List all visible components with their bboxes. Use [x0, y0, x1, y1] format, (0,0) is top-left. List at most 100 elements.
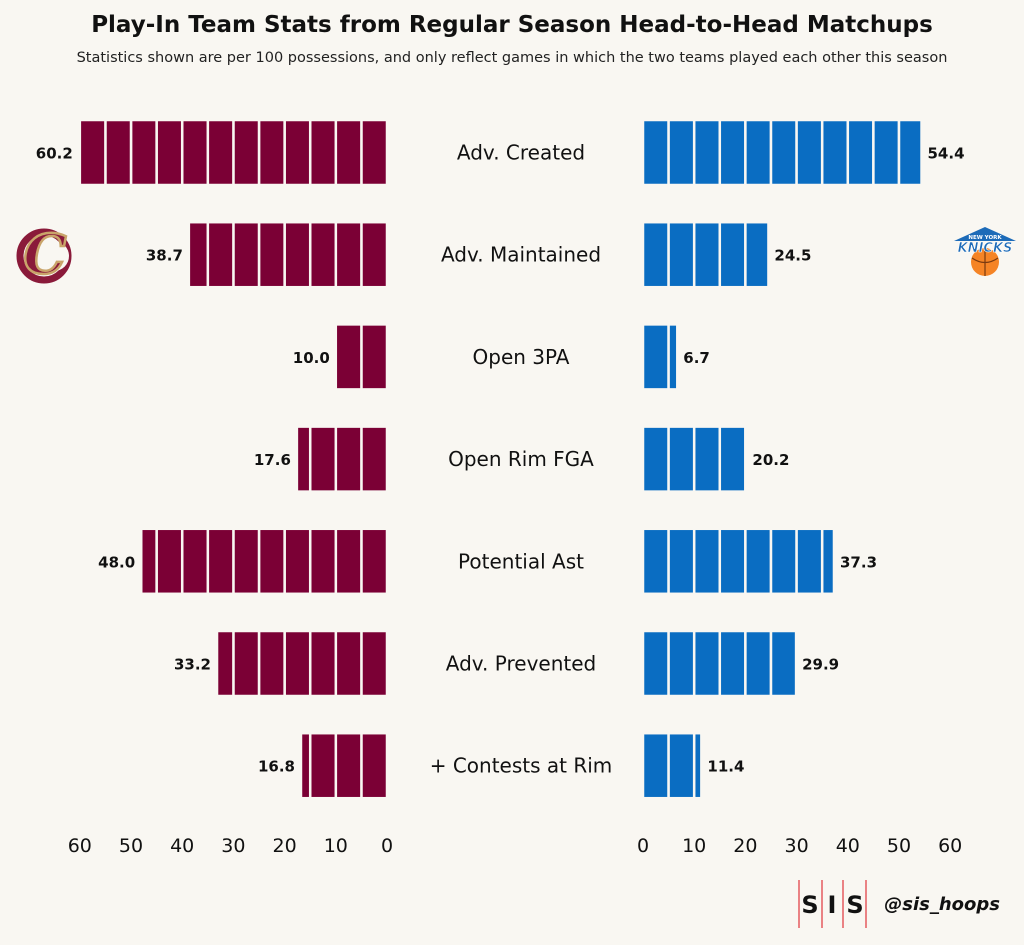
left-value-label: 16.8: [258, 758, 295, 776]
right-bar-segment: [667, 425, 696, 493]
right-bar-segment: [718, 629, 747, 698]
right-bar-segment: [718, 118, 747, 187]
left-value-label: 33.2: [174, 656, 211, 674]
right-bar-segment: [820, 527, 836, 596]
left-bar-segment: [299, 731, 312, 800]
left-bar-segment: [257, 118, 286, 187]
left-bar-segment: [308, 731, 338, 800]
left-value-label: 48.0: [98, 553, 135, 571]
right-bar-segment: [667, 527, 696, 596]
left-bar-segment: [283, 527, 312, 596]
right-bar-segment: [744, 527, 773, 596]
left-bar-segment: [180, 527, 210, 596]
left-bar-segment: [206, 527, 235, 596]
right-bar-segment: [718, 527, 747, 596]
left-bar-segment: [139, 527, 158, 596]
right-bar-segment: [769, 629, 798, 698]
right-bar-segment: [667, 731, 696, 800]
right-bar-segment: [641, 425, 670, 493]
category-label: Potential Ast: [458, 549, 584, 573]
right-bar-segment: [641, 527, 670, 596]
knicks-logo-icon: NEW YORK KNICKS: [954, 227, 1016, 276]
right-bar-segment: [692, 731, 703, 800]
tick-label: 20: [733, 835, 757, 857]
left-value-label: 60.2: [36, 145, 73, 163]
tick-label: 60: [938, 835, 962, 857]
right-bar-segment: [692, 118, 722, 187]
tick-label: 50: [887, 835, 911, 857]
left-bar-segment: [155, 118, 184, 187]
left-bar-segment: [360, 323, 389, 391]
left-bar-segment: [360, 118, 389, 187]
chart-subtitle: Statistics shown are per 100 possessions…: [77, 50, 948, 66]
left-bar-segment: [334, 731, 363, 800]
right-value-label: 29.9: [802, 656, 839, 674]
right-bar-segment: [667, 118, 696, 187]
left-value-label: 17.6: [254, 451, 291, 469]
left-bar-segment: [334, 629, 363, 698]
category-label: Adv. Maintained: [441, 243, 601, 267]
left-bar-segment: [308, 118, 338, 187]
left-bar-segment: [232, 527, 261, 596]
left-bar-segment: [78, 118, 107, 187]
left-bar-segment: [257, 220, 286, 289]
sis-logo-icon: S I S: [798, 880, 867, 928]
left-bar-segment: [308, 220, 338, 289]
left-bar-segment: [232, 629, 261, 698]
right-bar-segment: [641, 220, 670, 289]
left-bar-segment: [308, 629, 338, 698]
left-axis-ticks: 0 10 20 30 40 50 60: [68, 835, 393, 857]
right-bar-segment: [692, 527, 722, 596]
left-bar-segment: [77, 118, 82, 187]
right-bar-segment: [692, 629, 722, 698]
category-labels: Adv. Created Adv. Maintained Open 3PA Open …: [430, 141, 613, 778]
left-bar-segment: [308, 527, 338, 596]
right-bar-segment: [667, 323, 679, 391]
right-team-bars: 54.4 24.5 6.7 20.2 37.3 29.9 11.4: [641, 118, 965, 800]
left-bar-segment: [334, 220, 363, 289]
right-value-label: 20.2: [752, 451, 789, 469]
svg-text:NEW YORK: NEW YORK: [968, 235, 1002, 241]
category-label: + Contests at Rim: [430, 754, 613, 778]
left-bar-segment: [295, 425, 312, 493]
left-value-label: 10.0: [293, 349, 330, 367]
left-bar-segment: [360, 629, 389, 698]
tick-label: 30: [785, 835, 809, 857]
right-bar-segment: [744, 220, 770, 289]
right-bar-segment: [667, 220, 696, 289]
left-bar-segment: [215, 629, 235, 698]
left-bar-segment: [360, 527, 389, 596]
left-bar-segment: [334, 118, 363, 187]
tick-label: 30: [221, 835, 245, 857]
right-bar-segment: [718, 220, 747, 289]
right-bar-segment: [872, 118, 901, 187]
left-bar-segment: [334, 323, 363, 391]
right-bar-segment: [667, 629, 696, 698]
right-value-label: 37.3: [840, 553, 877, 571]
right-bar-segment: [897, 118, 923, 187]
left-bar-segment: [257, 629, 286, 698]
left-bar-segment: [360, 220, 389, 289]
right-bar-segment: [641, 731, 670, 800]
tick-label: 40: [836, 835, 860, 857]
sis-letter: S: [801, 891, 818, 919]
right-axis-ticks: 0 10 20 30 40 50 60: [637, 835, 962, 857]
left-bar-segment: [334, 527, 363, 596]
tick-label: 60: [68, 835, 92, 857]
left-bar-segment: [283, 629, 312, 698]
credit-handle: @sis_hoops: [884, 894, 1000, 915]
left-team-bars: 60.2 38.7 10.0 17.6 48.0 33.2 16.8: [36, 118, 389, 800]
left-value-label: 38.7: [146, 247, 183, 265]
right-bar-segment: [846, 118, 875, 187]
right-value-label: 24.5: [774, 247, 811, 265]
right-bar-segment: [744, 629, 773, 698]
tick-label: 10: [324, 835, 348, 857]
chart-title: Play-In Team Stats from Regular Season H…: [91, 12, 933, 38]
tick-label: 0: [381, 835, 393, 857]
right-bar-segment: [718, 425, 747, 493]
right-bar-segment: [769, 118, 798, 187]
svg-text:C: C: [24, 222, 67, 286]
category-label: Adv. Created: [457, 141, 585, 165]
tick-label: 40: [170, 835, 194, 857]
